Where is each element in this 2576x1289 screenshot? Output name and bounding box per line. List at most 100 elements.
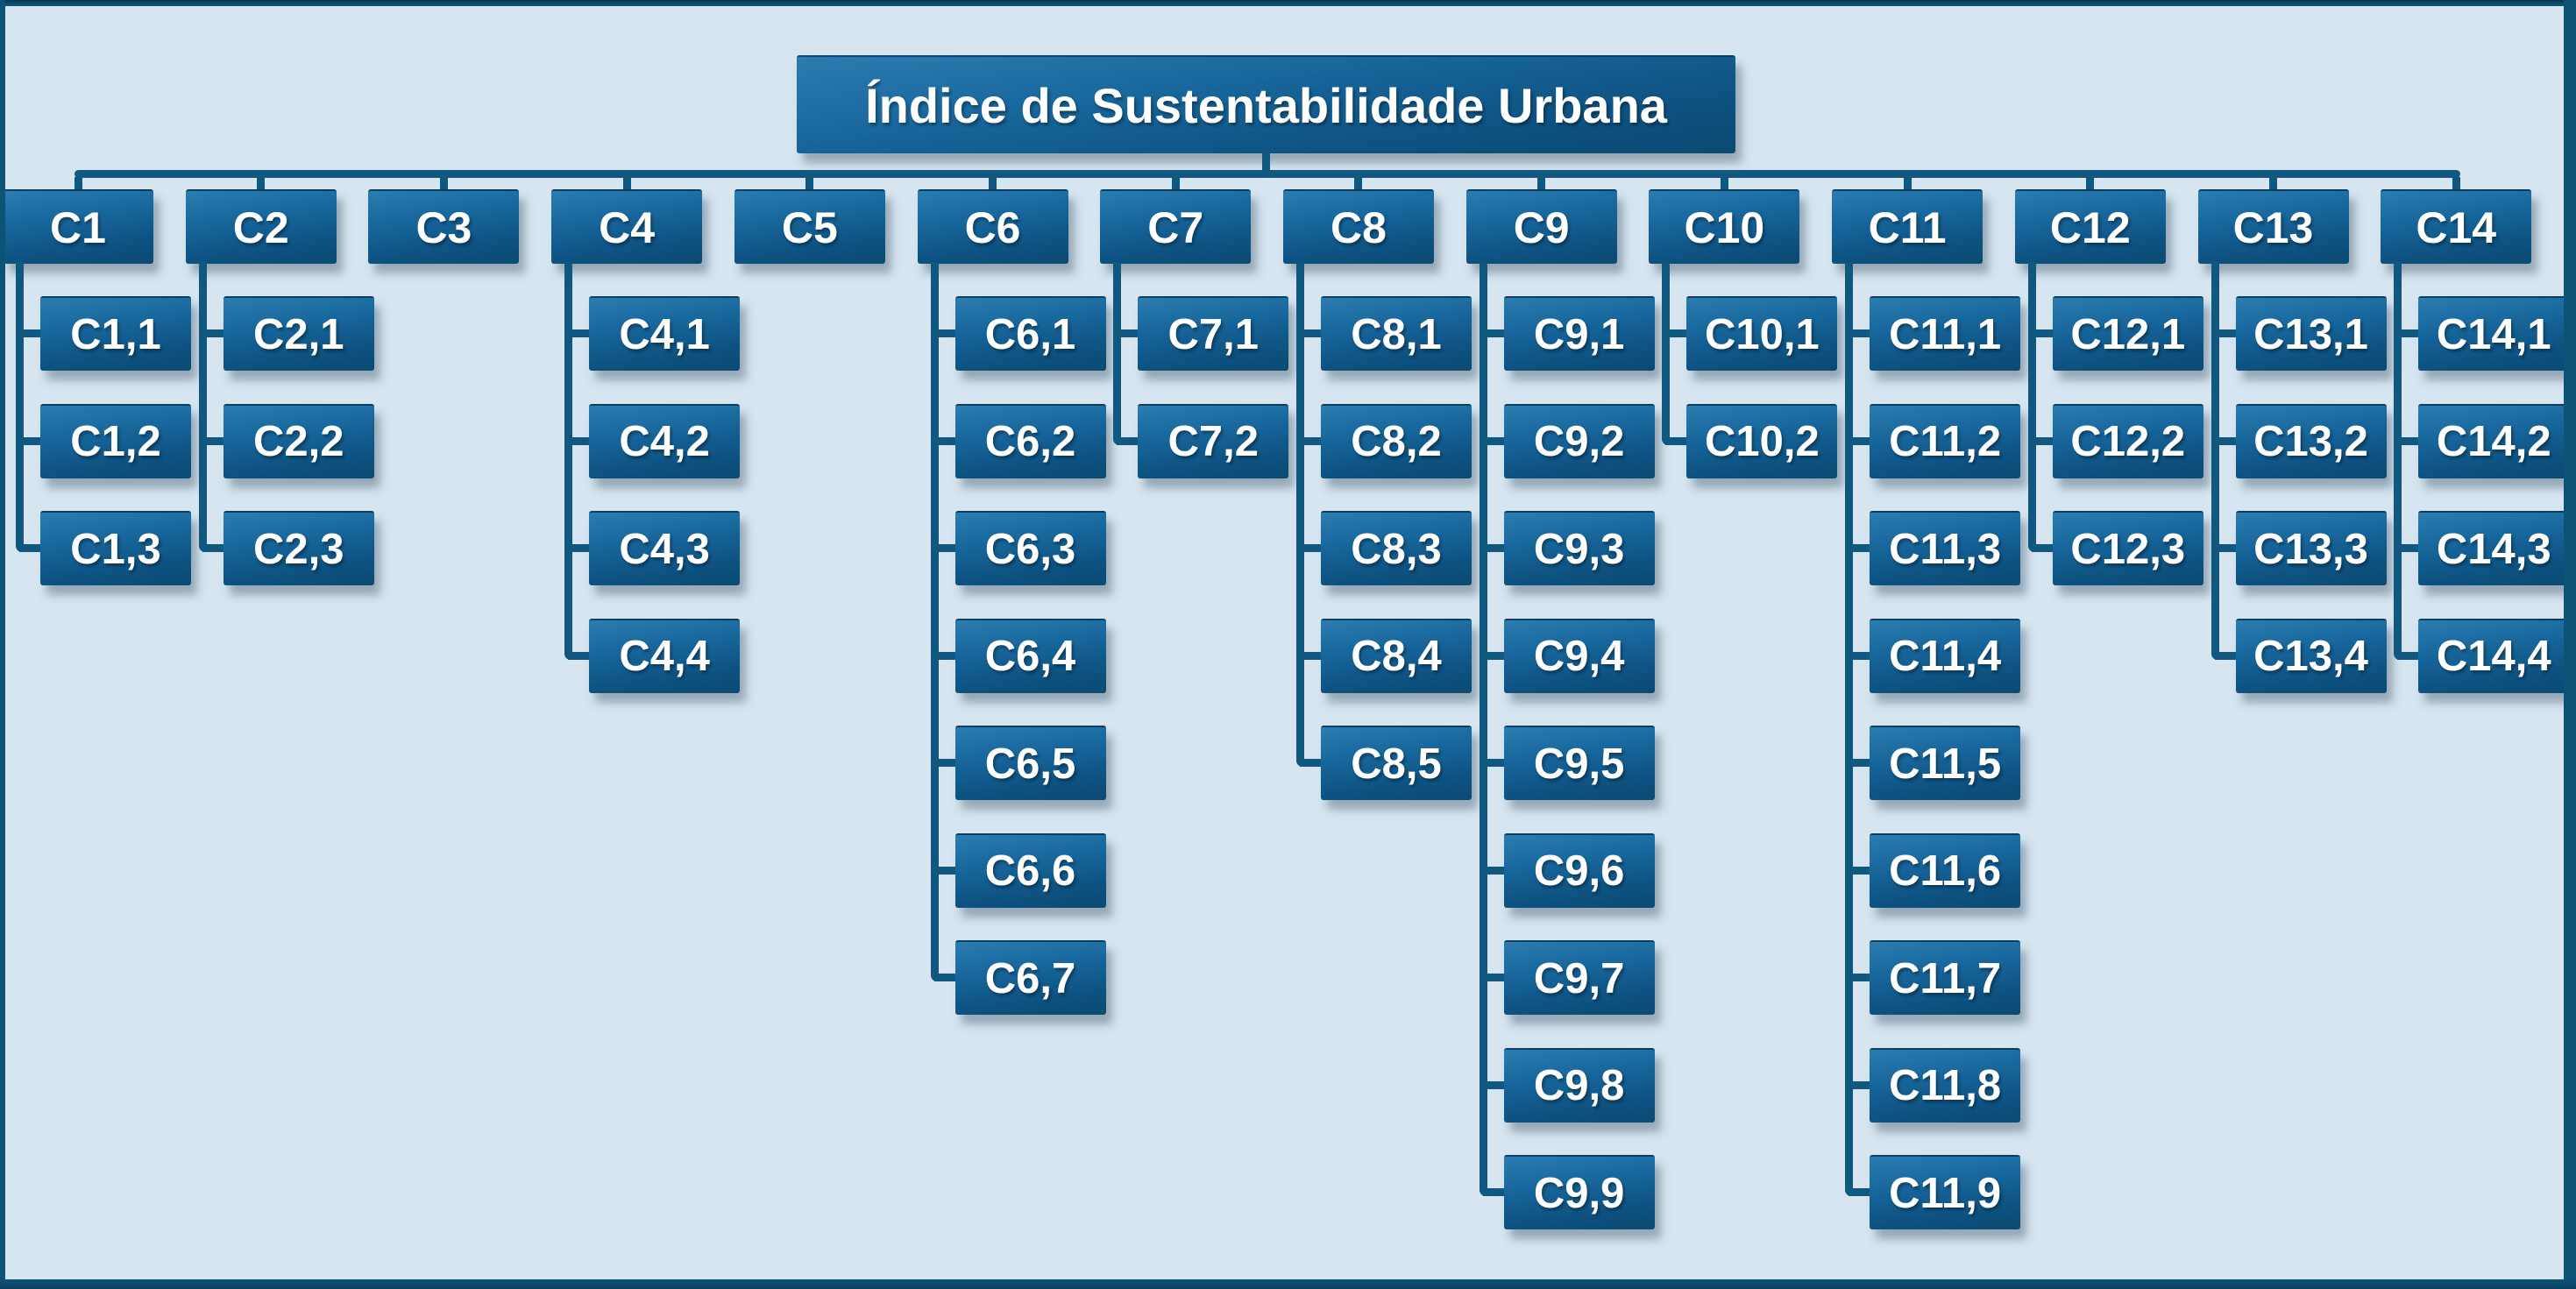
level2-node: C13,2 xyxy=(2235,403,2387,478)
leaf-stub xyxy=(2397,544,2423,552)
level2-node: C2,3 xyxy=(223,511,374,585)
child-connector-line xyxy=(2211,262,2219,660)
root-node: Índice de Sustentabilidade Urbana xyxy=(797,55,1735,153)
branch-stub xyxy=(1720,177,1728,190)
leaf-stub xyxy=(568,436,593,445)
leaf-stub xyxy=(933,544,959,552)
leaf-stub xyxy=(933,974,959,981)
leaf-stub xyxy=(1849,651,1874,660)
leaf-stub xyxy=(2397,329,2423,337)
leaf-stub xyxy=(1849,866,1874,875)
leaf-stub xyxy=(568,544,593,552)
level2-node: C11,6 xyxy=(1870,832,2021,908)
level2-node: C12,3 xyxy=(2052,511,2203,585)
level2-node: C6,6 xyxy=(954,832,1106,908)
level2-node: C10,1 xyxy=(1686,296,1838,371)
level2-node: C6,4 xyxy=(954,618,1106,693)
child-connector-line xyxy=(2394,262,2402,660)
level2-node: C9,9 xyxy=(1503,1155,1655,1229)
level2-node: C14,2 xyxy=(2418,403,2570,478)
level2-node: C2,1 xyxy=(223,296,374,371)
level2-node: C10,2 xyxy=(1686,403,1838,478)
child-connector-line xyxy=(1113,262,1122,445)
branch-stub xyxy=(1171,177,1180,190)
level2-node: C8,1 xyxy=(1320,296,1472,371)
leaf-stub xyxy=(1299,329,1324,337)
level2-node: C8,2 xyxy=(1320,403,1472,478)
branch-stub xyxy=(1903,177,1912,190)
level2-node: C2,2 xyxy=(223,403,374,478)
child-connector-line xyxy=(564,262,573,660)
leaf-stub xyxy=(2214,436,2239,445)
leaf-stub xyxy=(568,329,593,337)
leaf-stub xyxy=(1849,329,1874,337)
level1-node: C1 xyxy=(3,189,153,264)
leaf-stub xyxy=(933,329,959,337)
level1-node: C5 xyxy=(734,189,885,264)
branch-stub xyxy=(2452,177,2460,190)
level2-node: C14,4 xyxy=(2418,618,2570,693)
level1-node: C14 xyxy=(2381,189,2532,264)
leaf-stub xyxy=(1482,329,1508,337)
leaf-stub xyxy=(2214,544,2239,552)
level2-node: C9,7 xyxy=(1503,940,1655,1015)
branch-stub xyxy=(1354,177,1363,190)
child-connector-line xyxy=(930,262,939,981)
leaf-stub xyxy=(19,329,44,337)
level2-node: C11,4 xyxy=(1870,618,2021,693)
branch-stub xyxy=(1537,177,1546,190)
level1-node: C9 xyxy=(1465,189,1617,264)
leaf-stub xyxy=(1117,436,1142,445)
level2-node: C9,8 xyxy=(1503,1047,1655,1123)
leaf-stub xyxy=(1482,651,1508,660)
leaf-stub xyxy=(568,651,593,660)
branch-stub xyxy=(2269,177,2278,190)
level2-node: C11,7 xyxy=(1870,940,2021,1015)
branch-stub xyxy=(805,177,814,190)
level2-node: C11,8 xyxy=(1870,1047,2021,1123)
leaf-stub xyxy=(1299,651,1324,660)
leaf-stub xyxy=(1482,866,1508,875)
level2-node: C8,3 xyxy=(1320,511,1472,585)
level1-node: C12 xyxy=(2014,189,2166,264)
child-connector-line xyxy=(1662,262,1671,445)
level2-node: C14,3 xyxy=(2418,511,2570,585)
level2-node: C7,2 xyxy=(1138,403,1289,478)
frame-border-top xyxy=(0,0,2576,6)
leaf-stub xyxy=(933,759,959,767)
level2-node: C11,9 xyxy=(1870,1155,2021,1229)
level2-node: C1,1 xyxy=(40,296,191,371)
level2-node: C6,5 xyxy=(954,726,1106,800)
branch-stub xyxy=(989,177,997,190)
level1-node: C11 xyxy=(1832,189,1983,264)
level2-node: C11,3 xyxy=(1870,511,2021,585)
level2-node: C11,2 xyxy=(1870,403,2021,478)
level2-node: C9,1 xyxy=(1503,296,1655,371)
leaf-stub xyxy=(1117,329,1142,337)
level1-node: C13 xyxy=(2197,189,2349,264)
leaf-stub xyxy=(1299,759,1324,767)
leaf-stub xyxy=(2031,544,2056,552)
branch-stub xyxy=(257,177,266,190)
leaf-stub xyxy=(1482,544,1508,552)
child-connector-line xyxy=(2027,262,2036,552)
root-connector-stub xyxy=(1262,153,1270,171)
level2-node: C6,3 xyxy=(954,511,1106,585)
branch-stub xyxy=(2086,177,2095,190)
leaf-stub xyxy=(1849,544,1874,552)
level2-node: C13,1 xyxy=(2235,296,2387,371)
leaf-stub xyxy=(1482,1080,1508,1089)
leaf-stub xyxy=(1849,759,1874,767)
child-connector-line xyxy=(16,262,24,552)
branch-stub xyxy=(74,177,82,190)
level2-node: C1,3 xyxy=(40,511,191,585)
level2-node: C6,1 xyxy=(954,296,1106,371)
leaf-stub xyxy=(933,866,959,875)
level2-node: C4,4 xyxy=(589,618,741,693)
branch-stub xyxy=(622,177,631,190)
level1-node: C6 xyxy=(917,189,1068,264)
level1-node: C8 xyxy=(1282,189,1434,264)
leaf-stub xyxy=(19,544,44,552)
leaf-stub xyxy=(1299,544,1324,552)
level2-node: C6,7 xyxy=(954,940,1106,1015)
